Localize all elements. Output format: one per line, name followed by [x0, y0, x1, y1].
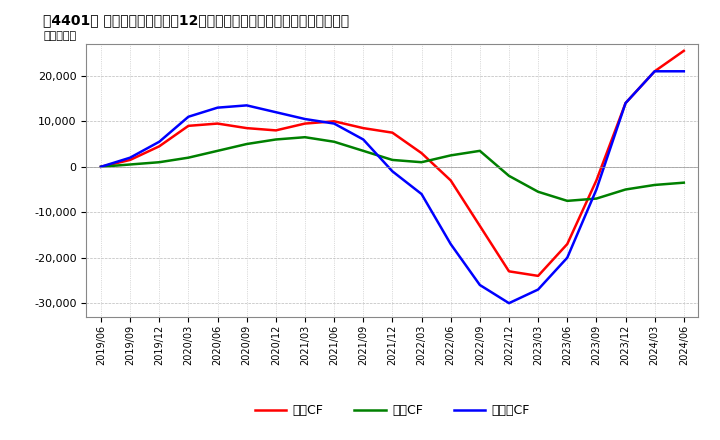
営業CF — [330, 119, 338, 124]
投資CF — [359, 148, 368, 154]
Line: 営業CF: 営業CF — [101, 51, 684, 276]
フリーCF — [96, 164, 105, 169]
営業CF — [621, 100, 630, 106]
営業CF — [592, 178, 600, 183]
フリーCF — [650, 69, 659, 74]
フリーCF — [534, 287, 542, 292]
投資CF — [271, 137, 280, 142]
投資CF — [680, 180, 688, 185]
投資CF — [96, 164, 105, 169]
営業CF — [417, 150, 426, 156]
営業CF — [446, 178, 455, 183]
営業CF — [359, 125, 368, 131]
営業CF — [301, 121, 310, 126]
フリーCF — [680, 69, 688, 74]
投資CF — [184, 155, 193, 160]
フリーCF — [243, 103, 251, 108]
フリーCF — [184, 114, 193, 119]
営業CF — [680, 48, 688, 53]
営業CF — [155, 143, 163, 149]
投資CF — [417, 160, 426, 165]
フリーCF — [213, 105, 222, 110]
投資CF — [563, 198, 572, 203]
投資CF — [475, 148, 484, 154]
営業CF — [126, 157, 135, 162]
フリーCF — [563, 255, 572, 260]
フリーCF — [301, 116, 310, 121]
投資CF — [243, 141, 251, 147]
営業CF — [271, 128, 280, 133]
フリーCF — [621, 100, 630, 106]
投資CF — [446, 153, 455, 158]
営業CF — [650, 69, 659, 74]
営業CF — [184, 123, 193, 128]
フリーCF — [475, 282, 484, 288]
フリーCF — [330, 121, 338, 126]
投資CF — [155, 160, 163, 165]
フリーCF — [126, 155, 135, 160]
営業CF — [563, 242, 572, 247]
営業CF — [505, 269, 513, 274]
フリーCF — [592, 187, 600, 192]
営業CF — [243, 125, 251, 131]
営業CF — [475, 223, 484, 228]
フリーCF — [446, 242, 455, 247]
フリーCF — [417, 191, 426, 197]
営業CF — [388, 130, 397, 135]
投資CF — [388, 157, 397, 162]
営業CF — [534, 273, 542, 279]
投資CF — [534, 189, 542, 194]
投資CF — [621, 187, 630, 192]
フリーCF — [505, 301, 513, 306]
投資CF — [505, 173, 513, 179]
投資CF — [650, 182, 659, 187]
フリーCF — [271, 110, 280, 115]
Text: （百万円）: （百万円） — [43, 31, 77, 41]
投資CF — [301, 135, 310, 140]
Line: フリーCF: フリーCF — [101, 71, 684, 303]
営業CF — [96, 164, 105, 169]
投資CF — [330, 139, 338, 144]
フリーCF — [388, 169, 397, 174]
Line: 投資CF: 投資CF — [101, 137, 684, 201]
投資CF — [126, 162, 135, 167]
営業CF — [213, 121, 222, 126]
Legend: 営業CF, 投資CF, フリーCF: 営業CF, 投資CF, フリーCF — [250, 400, 535, 422]
投資CF — [213, 148, 222, 154]
投資CF — [592, 196, 600, 201]
フリーCF — [155, 139, 163, 144]
フリーCF — [359, 137, 368, 142]
Text: ［4401］ キャッシュフローの12か月移動合計の対前年同期増減額の推移: ［4401］ キャッシュフローの12か月移動合計の対前年同期増減額の推移 — [43, 13, 349, 27]
